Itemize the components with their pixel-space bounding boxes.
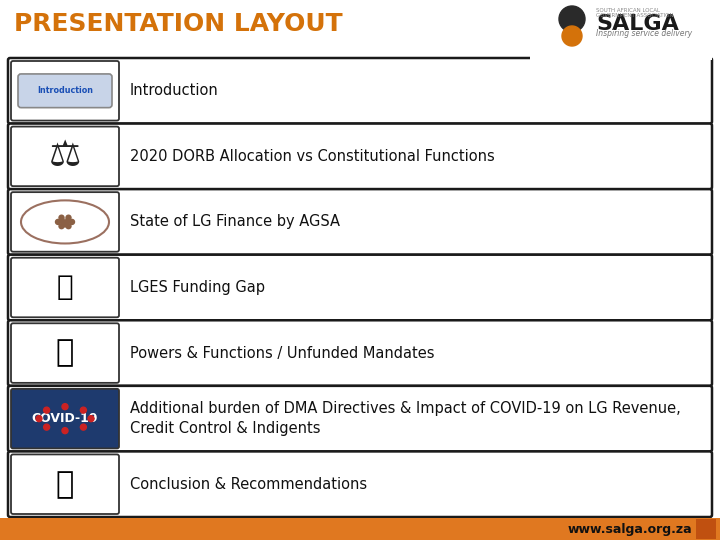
- Text: 2020 DORB Allocation vs Constitutional Functions: 2020 DORB Allocation vs Constitutional F…: [130, 149, 495, 164]
- Text: www.salga.org.za: www.salga.org.za: [567, 523, 692, 536]
- Circle shape: [62, 428, 68, 434]
- Text: SOUTH AFRICAN LOCAL
GOVERNMENT ASSOCIATION: SOUTH AFRICAN LOCAL GOVERNMENT ASSOCIATI…: [596, 8, 673, 18]
- Circle shape: [81, 424, 86, 430]
- FancyBboxPatch shape: [8, 58, 712, 124]
- FancyBboxPatch shape: [8, 124, 712, 189]
- Bar: [530, 2, 712, 60]
- Text: 🏃: 🏃: [57, 273, 73, 301]
- FancyBboxPatch shape: [8, 451, 712, 517]
- Circle shape: [60, 218, 65, 223]
- Circle shape: [59, 215, 64, 220]
- Bar: [0, 518, 720, 540]
- Circle shape: [44, 407, 50, 413]
- Circle shape: [63, 222, 68, 227]
- Circle shape: [70, 219, 74, 225]
- Bar: [0, 0, 720, 60]
- Text: Powers & Functions / Unfunded Mandates: Powers & Functions / Unfunded Mandates: [130, 346, 434, 361]
- Text: LGES Funding Gap: LGES Funding Gap: [130, 280, 265, 295]
- FancyBboxPatch shape: [11, 323, 119, 383]
- Text: Introduction: Introduction: [37, 86, 93, 95]
- Circle shape: [559, 6, 585, 32]
- FancyBboxPatch shape: [11, 389, 119, 448]
- Text: ⚖: ⚖: [49, 139, 81, 173]
- Text: Introduction: Introduction: [130, 83, 219, 98]
- FancyBboxPatch shape: [18, 74, 112, 107]
- Circle shape: [44, 424, 50, 430]
- FancyBboxPatch shape: [8, 386, 712, 451]
- Circle shape: [62, 403, 68, 410]
- Text: SALGA: SALGA: [596, 14, 679, 34]
- Circle shape: [66, 224, 71, 228]
- Circle shape: [66, 218, 71, 223]
- FancyBboxPatch shape: [8, 189, 712, 255]
- Circle shape: [88, 416, 94, 422]
- Circle shape: [59, 224, 64, 228]
- FancyBboxPatch shape: [8, 255, 712, 320]
- Circle shape: [36, 416, 42, 422]
- FancyBboxPatch shape: [11, 455, 119, 514]
- Text: Additional burden of DMA Directives & Impact of COVID-19 on LG Revenue,
Credit C: Additional burden of DMA Directives & Im…: [130, 401, 680, 436]
- Circle shape: [562, 26, 582, 46]
- Text: State of LG Finance by AGSA: State of LG Finance by AGSA: [130, 214, 340, 230]
- FancyBboxPatch shape: [11, 258, 119, 318]
- Bar: [696, 519, 716, 539]
- FancyBboxPatch shape: [11, 192, 119, 252]
- Circle shape: [55, 219, 60, 225]
- FancyBboxPatch shape: [11, 61, 119, 120]
- Circle shape: [66, 215, 71, 220]
- Text: PRESENTATION LAYOUT: PRESENTATION LAYOUT: [14, 12, 343, 36]
- Text: Conclusion & Recommendations: Conclusion & Recommendations: [130, 477, 367, 492]
- Text: Inspiring service delivery: Inspiring service delivery: [596, 30, 692, 38]
- Text: COVID-19: COVID-19: [32, 412, 98, 425]
- Circle shape: [81, 407, 86, 413]
- FancyBboxPatch shape: [11, 126, 119, 186]
- Text: 💡: 💡: [56, 470, 74, 499]
- FancyBboxPatch shape: [8, 320, 712, 386]
- Text: 📋: 📋: [56, 339, 74, 368]
